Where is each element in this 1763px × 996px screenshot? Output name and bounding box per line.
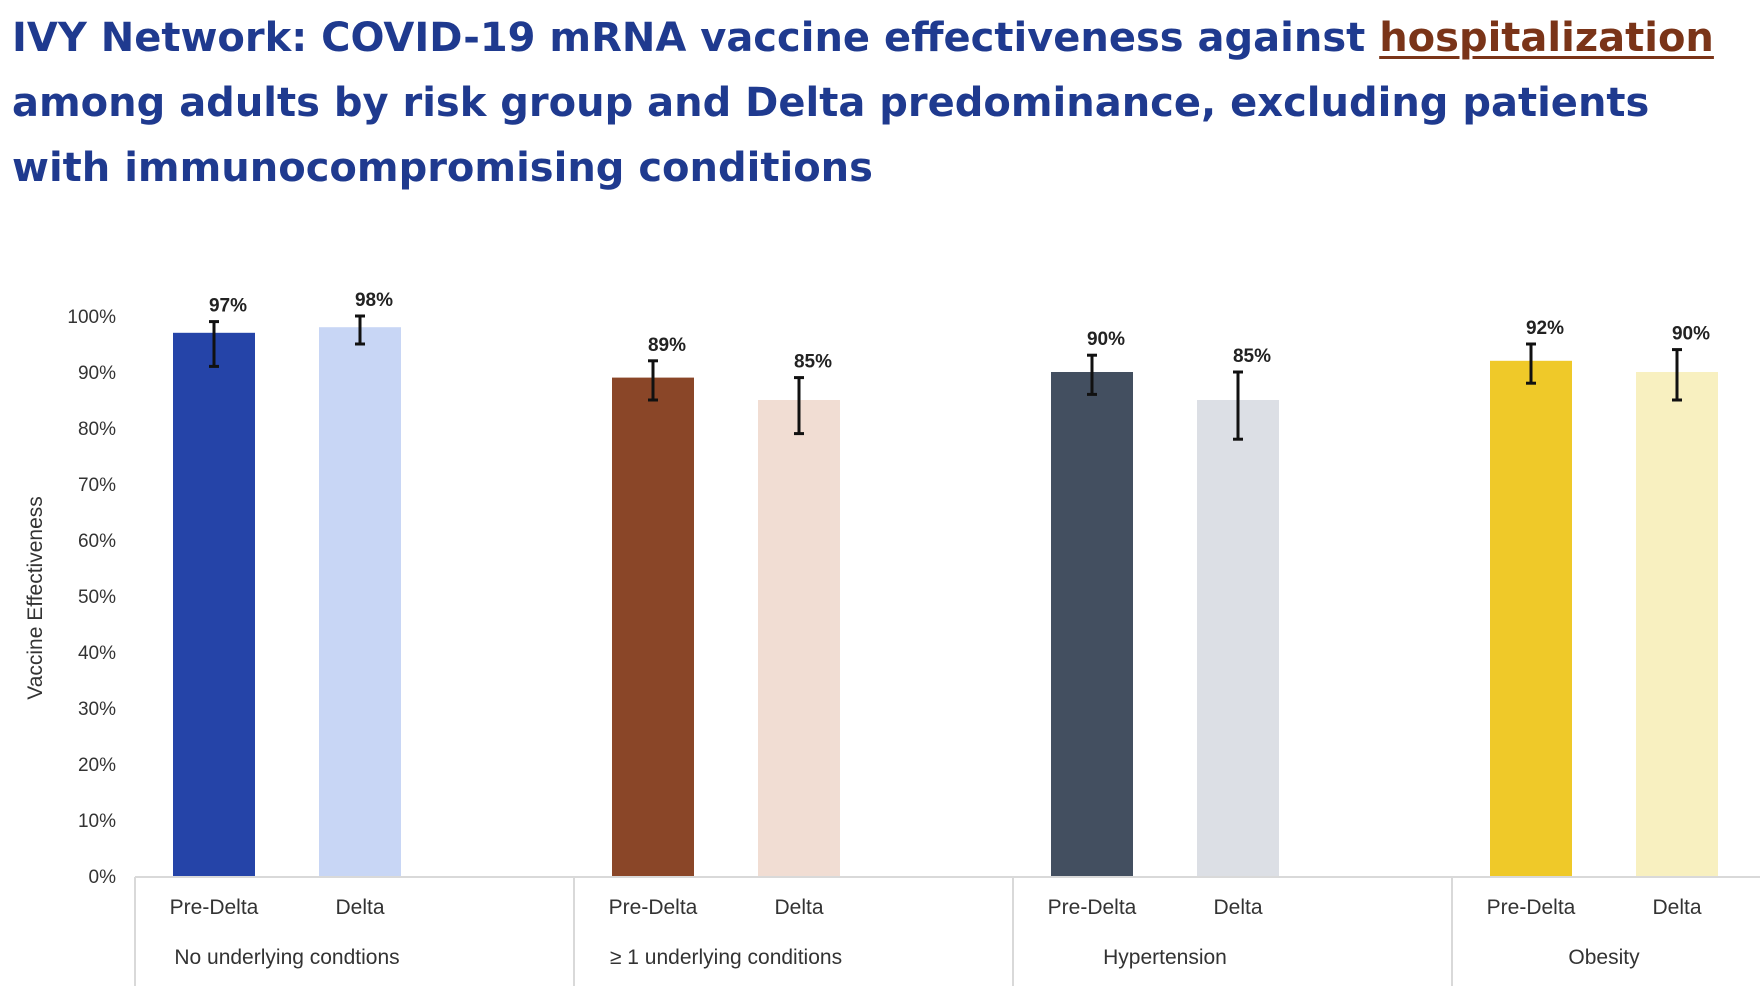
y-tick-label: 50% [78, 587, 116, 608]
y-tick-label: 90% [78, 363, 116, 384]
x-tick-label: Pre-Delta [1048, 896, 1137, 919]
y-tick-label: 0% [89, 867, 117, 888]
x-tick-label: Delta [335, 896, 384, 919]
bar-delta [319, 327, 401, 876]
bar-pre-delta [1490, 360, 1572, 876]
x-tick-label: Delta [1652, 896, 1701, 919]
bar-delta [1636, 372, 1718, 876]
y-tick-label: 60% [78, 531, 116, 552]
bar-pre-delta [1051, 372, 1133, 876]
data-label: 97% [209, 296, 247, 317]
error-bars-layer [209, 314, 1682, 441]
group-label: No underlying condtions [174, 946, 399, 969]
y-tick-label: 100% [67, 307, 116, 328]
y-axis-label: Vaccine Effectiveness [24, 496, 47, 700]
group-label: Hypertension [1103, 946, 1227, 969]
chart-title: IVY Network: COVID-19 mRNA vaccine effec… [12, 6, 1732, 201]
x-tick-label: Pre-Delta [1487, 896, 1576, 919]
bar-pre-delta [173, 332, 255, 876]
group-label: Obesity [1568, 946, 1640, 969]
data-label: 98% [355, 290, 393, 311]
y-tick-label: 30% [78, 699, 116, 720]
title-highlight: hospitalization [1379, 15, 1714, 61]
title-suffix: among adults by risk group and Delta pre… [12, 80, 1650, 191]
y-tick-label: 80% [78, 419, 116, 440]
data-label: 85% [794, 352, 832, 373]
bar-delta [1197, 400, 1279, 876]
x-tick-label: Pre-Delta [609, 896, 698, 919]
bar-pre-delta [612, 377, 694, 876]
x-axis: Pre-Delta Delta No underlying condtions Pre… [134, 876, 1760, 986]
y-tick-label: 40% [78, 643, 116, 664]
data-label: 85% [1233, 346, 1271, 367]
data-label: 90% [1672, 324, 1710, 345]
y-axis: 0% 10% 20% 30% 40% 50% 60% 70% 80% 90% 100% [67, 307, 116, 888]
x-tick-label: Delta [1213, 896, 1262, 919]
title-prefix: IVY Network: COVID-19 mRNA vaccine effec… [12, 15, 1380, 61]
data-label: 90% [1087, 329, 1125, 350]
data-label: 89% [648, 335, 686, 356]
y-tick-label: 70% [78, 475, 116, 496]
group-label: ≥ 1 underlying conditions [610, 946, 842, 969]
data-labels-layer: 97% 98% 89% 85% 90% 85% 92% 90% [209, 290, 1710, 373]
x-tick-label: Delta [774, 896, 823, 919]
bar-delta [758, 400, 840, 876]
y-tick-label: 20% [78, 755, 116, 776]
y-tick-label: 10% [78, 811, 116, 832]
data-label: 92% [1526, 318, 1564, 339]
bars-layer [173, 327, 1718, 876]
x-tick-label: Pre-Delta [170, 896, 259, 919]
